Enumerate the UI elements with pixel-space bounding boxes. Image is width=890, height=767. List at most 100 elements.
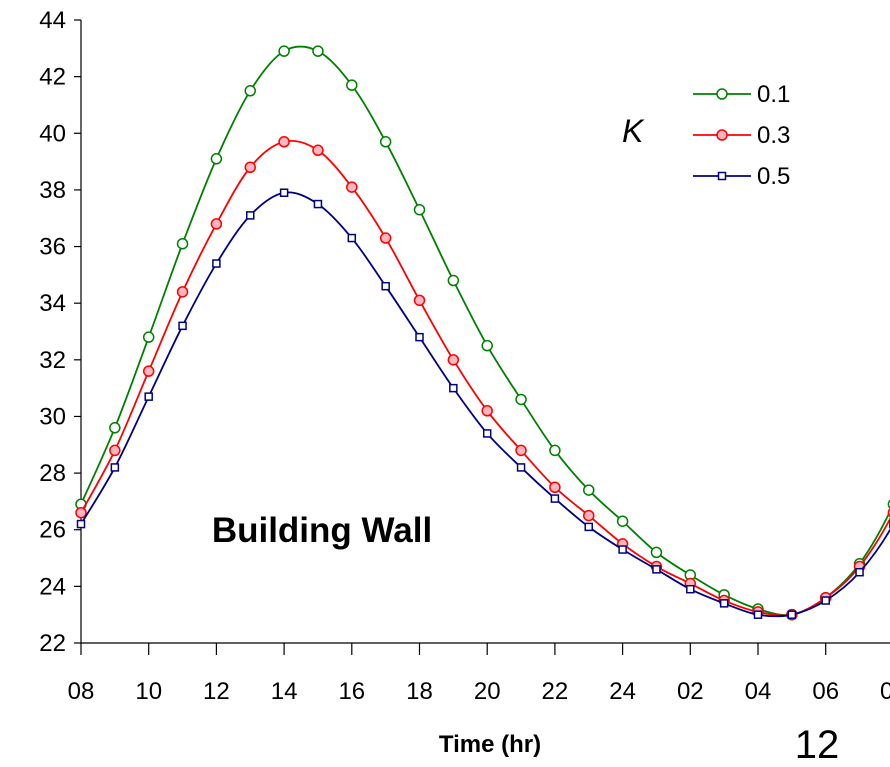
data-point	[379, 232, 392, 244]
legend: K 0.1 0.3 0.5	[622, 81, 790, 190]
y-tick-label: 26	[39, 517, 66, 544]
x-tick-label: 24	[609, 678, 636, 705]
x-tick-label: 16	[338, 678, 365, 705]
data-point	[346, 181, 358, 193]
legend-entry-0.5: 0.5	[693, 163, 790, 190]
data-point	[686, 584, 695, 594]
series-0.5	[76, 188, 890, 619]
data-point	[279, 188, 289, 197]
data-point	[616, 515, 629, 527]
y-tick-label: 30	[39, 403, 66, 430]
data-point	[549, 444, 561, 457]
data-point	[481, 405, 493, 417]
x-tick-label: 14	[271, 678, 298, 705]
legend-marker	[717, 171, 727, 181]
x-tick-label: 12	[203, 678, 230, 705]
data-point	[142, 331, 155, 343]
legend-entry-0.3: 0.3	[693, 122, 790, 149]
data-point	[278, 45, 290, 57]
data-point	[109, 422, 121, 434]
x-axis-ticks: 08 10 12 14 16 18 20 22 24 02 04 06 08	[68, 643, 890, 705]
x-tick-label: 22	[542, 678, 569, 705]
data-point	[346, 79, 358, 91]
data-point	[244, 161, 256, 174]
legend-label: 0.1	[757, 81, 790, 108]
series-line	[80, 139, 890, 617]
data-point	[650, 546, 663, 559]
data-point	[447, 354, 460, 366]
y-tick-label: 42	[39, 64, 66, 91]
y-tick-label: 22	[39, 630, 66, 657]
data-point	[109, 444, 121, 457]
data-point	[719, 599, 729, 608]
data-point	[210, 153, 223, 165]
data-point	[584, 522, 593, 532]
y-tick-label: 40	[39, 120, 66, 147]
data-point	[855, 567, 864, 577]
data-point	[481, 339, 493, 352]
data-point	[516, 463, 526, 472]
y-axis-ticks: 22 24 26 28 30 32 34 36 38 40 42 44	[39, 7, 81, 657]
x-tick-label: 04	[745, 678, 772, 705]
data-point	[482, 429, 492, 438]
annotation-building-wall: Building Wall	[212, 511, 432, 550]
x-tick-label: 02	[677, 678, 704, 705]
data-point	[75, 506, 87, 519]
data-point	[110, 463, 120, 472]
data-point	[244, 85, 256, 97]
data-point	[176, 237, 189, 250]
y-tick-label: 36	[39, 234, 66, 261]
data-point	[415, 332, 424, 342]
data-point	[787, 610, 797, 619]
data-point	[212, 259, 221, 268]
data-point	[583, 484, 595, 496]
data-point	[312, 144, 324, 157]
data-point	[381, 281, 390, 291]
data-point	[76, 519, 86, 529]
series-0.3	[75, 136, 890, 621]
data-point	[449, 383, 458, 393]
y-tick-label: 28	[39, 460, 66, 487]
x-tick-label: 06	[812, 678, 839, 705]
data-point	[210, 218, 223, 230]
legend-label: 0.3	[757, 122, 790, 149]
data-point	[178, 321, 187, 331]
data-point	[753, 610, 763, 619]
page-number: 12	[795, 723, 840, 767]
data-point	[821, 596, 830, 605]
data-point	[652, 565, 661, 574]
series-line	[80, 191, 890, 618]
data-point	[550, 494, 560, 503]
legend-marker	[716, 88, 728, 100]
data-point	[313, 199, 323, 209]
x-axis-label: Time (hr)	[439, 731, 541, 758]
data-point	[413, 203, 426, 216]
y-tick-label: 34	[39, 290, 66, 317]
data-point	[549, 481, 561, 493]
data-point	[583, 509, 595, 522]
y-tick-label: 32	[39, 347, 66, 374]
data-point	[515, 393, 527, 406]
data-point	[246, 211, 255, 220]
data-point	[142, 365, 155, 377]
y-tick-label: 24	[39, 573, 66, 600]
legend-label: 0.5	[757, 163, 790, 190]
data-point	[413, 294, 426, 307]
data-point	[447, 274, 460, 287]
y-tick-label: 44	[39, 7, 66, 34]
x-tick-label: 18	[406, 678, 433, 705]
x-tick-label: 08	[68, 678, 95, 705]
data-point	[379, 136, 392, 148]
series-layer	[75, 45, 890, 621]
x-tick-label: 20	[474, 678, 501, 705]
data-point	[176, 286, 189, 298]
y-tick-label: 38	[39, 177, 66, 204]
data-point	[618, 545, 627, 554]
legend-entry-0.1: 0.1	[693, 81, 790, 108]
data-point	[144, 392, 153, 401]
data-point	[515, 444, 527, 457]
legend-marker	[716, 129, 728, 141]
x-tick-label: 08	[880, 678, 890, 705]
data-point	[347, 233, 357, 243]
